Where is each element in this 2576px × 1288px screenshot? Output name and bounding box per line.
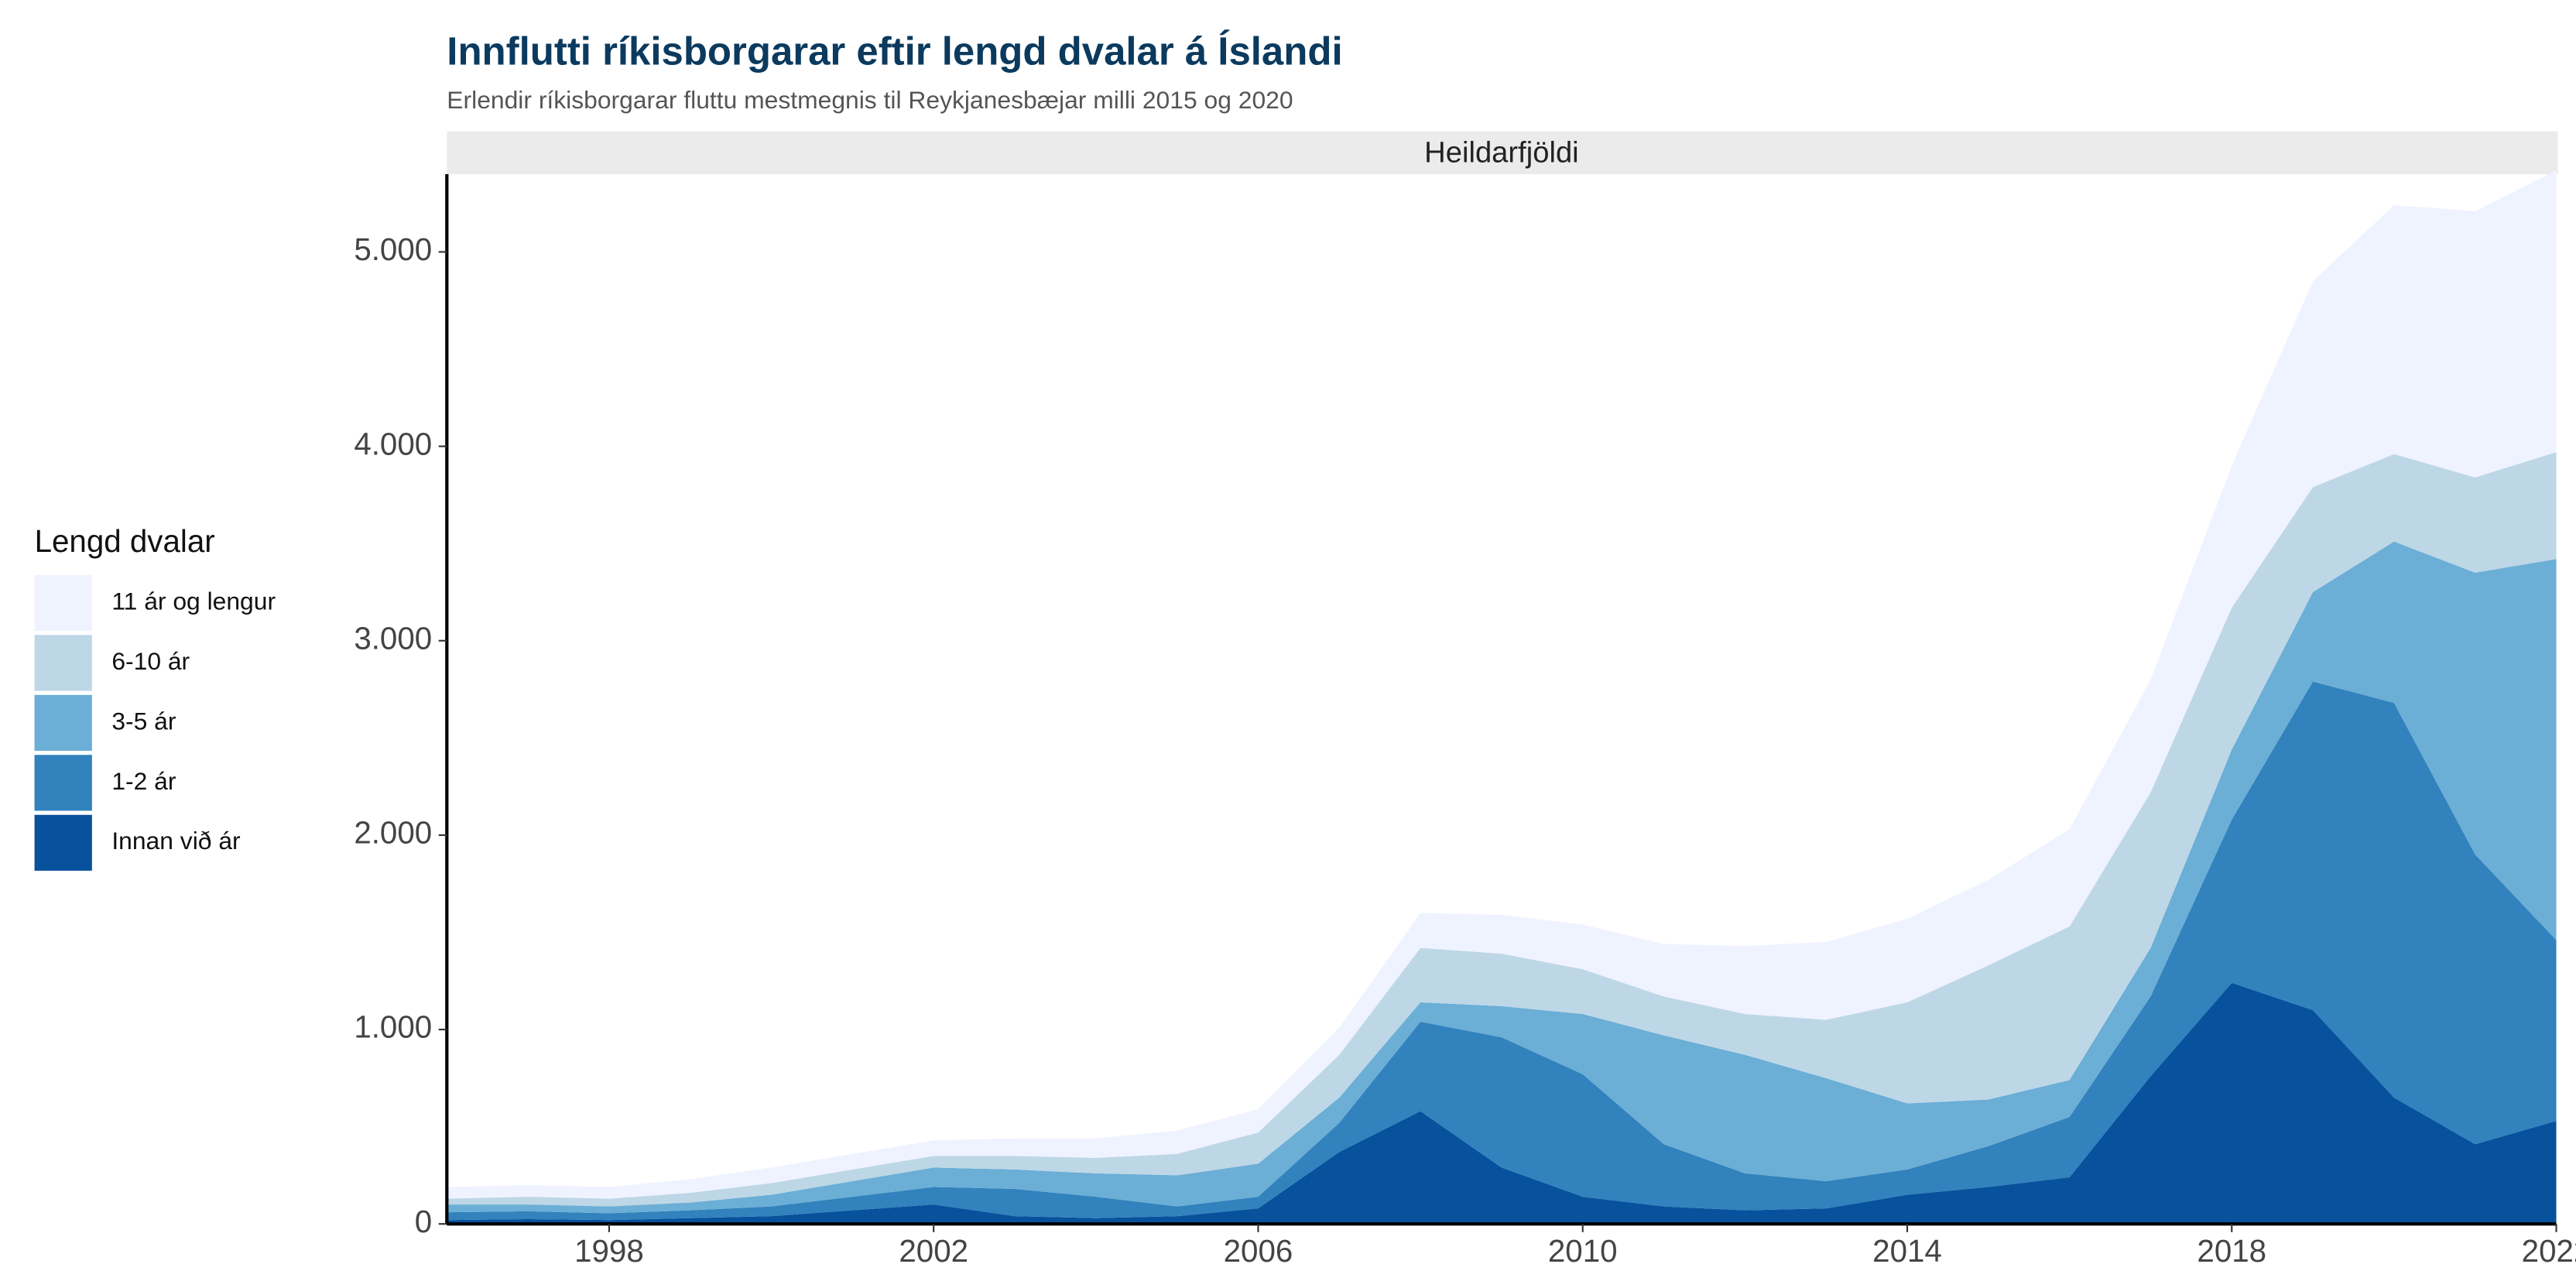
x-tick-label: 2018 [2197, 1233, 2266, 1269]
x-tick-label: 2006 [1224, 1233, 1293, 1269]
legend-label: 6-10 ár [111, 647, 190, 675]
y-tick-label: 1.000 [354, 1009, 432, 1045]
x-tick-label: 2002 [899, 1233, 968, 1269]
legend-swatch [34, 635, 92, 691]
x-tick-label: 1998 [574, 1233, 644, 1269]
y-tick-label: 5.000 [354, 231, 432, 267]
legend-label: 1-2 ár [111, 767, 176, 795]
chart-title: Innflutti ríkisborgarar eftir lengd dval… [447, 29, 1342, 73]
legend-label: Innan við ár [111, 827, 241, 855]
y-tick-label: 4.000 [354, 426, 432, 461]
x-tick-label: 2010 [1548, 1233, 1618, 1269]
x-tick-label: 2014 [1872, 1233, 1942, 1269]
area [447, 681, 2557, 1221]
facet-strip [447, 131, 2558, 174]
area [447, 982, 2557, 1225]
y-tick-label: 0 [415, 1204, 432, 1239]
chart-subtitle: Erlendir ríkisborgarar fluttu mestmegnis… [447, 86, 1293, 114]
y-tick-label: 3.000 [354, 620, 432, 656]
legend-swatch [34, 574, 92, 632]
legend-label: 3-5 ár [111, 707, 176, 735]
legend-swatch [34, 755, 92, 811]
x-tick-label: 2022 [2522, 1233, 2576, 1269]
area [447, 170, 2557, 1199]
legend-label: 11 ár og lengur [111, 587, 276, 615]
legend-title: Lengd dvalar [35, 523, 215, 559]
facet-label: Heildarfjöldi [1424, 136, 1579, 170]
legend-swatch [34, 694, 92, 751]
area [447, 541, 2557, 1214]
y-tick-label: 2.000 [354, 815, 432, 851]
area [447, 452, 2557, 1207]
legend-swatch [34, 814, 92, 871]
